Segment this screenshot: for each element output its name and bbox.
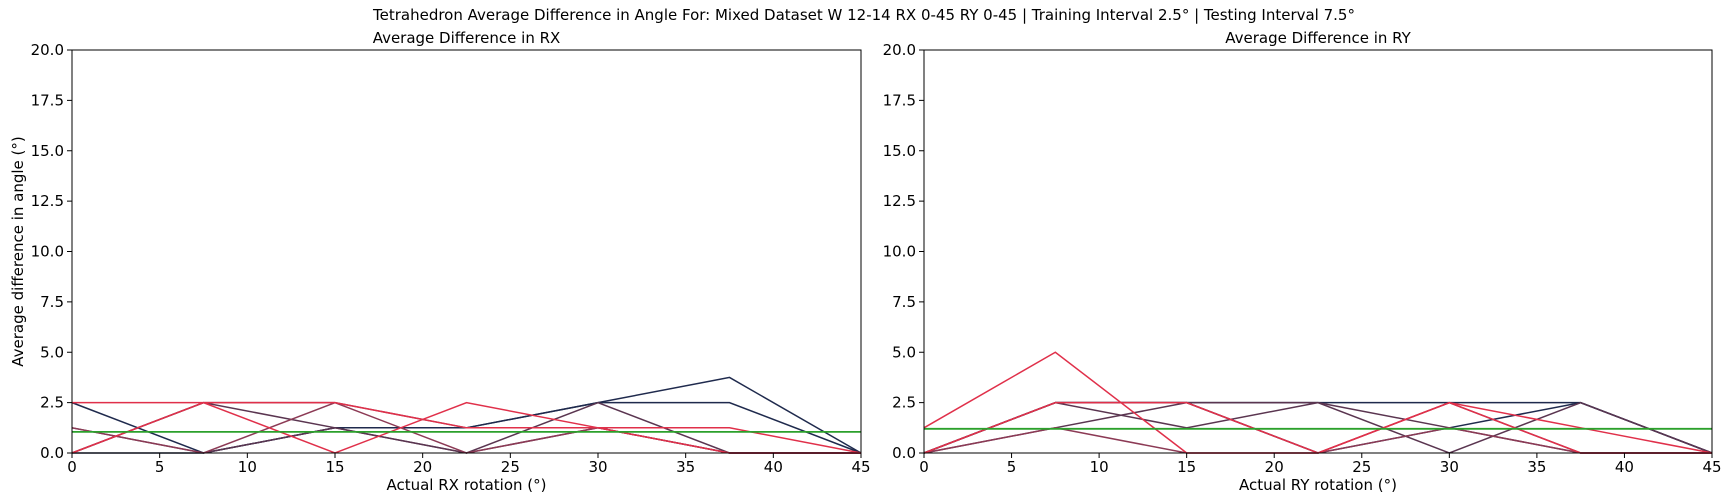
y-tick-label-ry-12.5: 12.5 <box>883 192 916 210</box>
x-tick-label-ry-15: 15 <box>1177 458 1196 476</box>
y-tick-label-rx-20.0: 20.0 <box>31 41 64 59</box>
axes-rx: 0 5 10 15 20 25 30 35 40 45 0.0 2.5 5.0 7.5 10.0 12.5 15… <box>9 29 871 494</box>
x-axis-label-rx: Actual RX rotation (°) <box>386 476 546 494</box>
x-tick-label-ry-0: 0 <box>919 458 929 476</box>
series-line-ry-5 <box>923 401 1712 454</box>
y-tick-label-rx-12.5: 12.5 <box>31 192 64 210</box>
x-tick-label-rx-45: 45 <box>851 458 870 476</box>
x-tick-label-rx-15: 15 <box>325 458 344 476</box>
x-tick-label-rx-25: 25 <box>501 458 520 476</box>
x-tick-label-rx-20: 20 <box>413 458 432 476</box>
y-tick-label-ry-20.0: 20.0 <box>883 41 916 59</box>
series-line-ry-1 <box>923 401 1713 454</box>
x-tick-label-ry-20: 20 <box>1265 458 1284 476</box>
series-line-ry-4 <box>923 401 1712 454</box>
axes-title-ry: Average Difference in RY <box>1225 29 1411 47</box>
x-tick-label-ry-40: 40 <box>1615 458 1634 476</box>
series-line-ry-7 <box>923 401 1712 454</box>
axes-title-rx: Average Difference in RX <box>373 29 561 47</box>
y-tick-label-rx-5.0: 5.0 <box>40 343 64 361</box>
axes-frame-rx <box>71 49 862 454</box>
axes-ry: 0 5 10 15 20 25 30 35 40 45 0.0 2.5 5.0 7.5 10.0 12.5 15… <box>883 29 1722 494</box>
y-axis-label-rx: Average difference in angle (°) <box>9 136 27 366</box>
x-tick-label-rx-0: 0 <box>67 458 77 476</box>
y-tick-label-rx-17.5: 17.5 <box>31 91 64 109</box>
y-tick-label-rx-0.0: 0.0 <box>40 444 64 462</box>
y-tick-label-ry-0.0: 0.0 <box>892 444 916 462</box>
series-line-rx-0 <box>71 376 862 454</box>
x-tick-label-rx-5: 5 <box>155 458 165 476</box>
x-tick-label-ry-45: 45 <box>1702 458 1721 476</box>
x-tick-label-rx-10: 10 <box>238 458 257 476</box>
y-tick-label-ry-15.0: 15.0 <box>883 142 916 160</box>
series-line-ry-0 <box>923 401 1713 454</box>
y-tick-label-rx-10.0: 10.0 <box>31 243 64 261</box>
x-axis-label-ry: Actual RY rotation (°) <box>1239 476 1397 494</box>
y-tick-label-ry-17.5: 17.5 <box>883 91 916 109</box>
x-tick-label-ry-10: 10 <box>1090 458 1109 476</box>
x-tick-label-ry-5: 5 <box>1007 458 1017 476</box>
x-tick-label-rx-35: 35 <box>676 458 695 476</box>
x-tick-label-rx-40: 40 <box>764 458 783 476</box>
y-tick-label-ry-7.5: 7.5 <box>892 293 916 311</box>
x-tick-label-ry-25: 25 <box>1352 458 1371 476</box>
series-line-ry-2 <box>923 401 1713 454</box>
series-line-rx-6 <box>72 401 862 454</box>
series-line-ry-3 <box>923 401 1712 454</box>
figure-title: Tetrahedron Average Difference in Angle … <box>373 6 1355 24</box>
x-tick-label-ry-35: 35 <box>1527 458 1546 476</box>
y-tick-label-ry-5.0: 5.0 <box>892 343 916 361</box>
y-tick-label-ry-2.5: 2.5 <box>892 394 916 412</box>
y-tick-label-ry-10.0: 10.0 <box>883 243 916 261</box>
axes-frame-ry <box>923 49 1713 454</box>
x-tick-label-rx-30: 30 <box>588 458 607 476</box>
y-tick-label-rx-2.5: 2.5 <box>40 394 64 412</box>
y-tick-label-rx-15.0: 15.0 <box>31 142 64 160</box>
x-tick-label-ry-30: 30 <box>1440 458 1459 476</box>
y-tick-label-rx-7.5: 7.5 <box>40 293 64 311</box>
